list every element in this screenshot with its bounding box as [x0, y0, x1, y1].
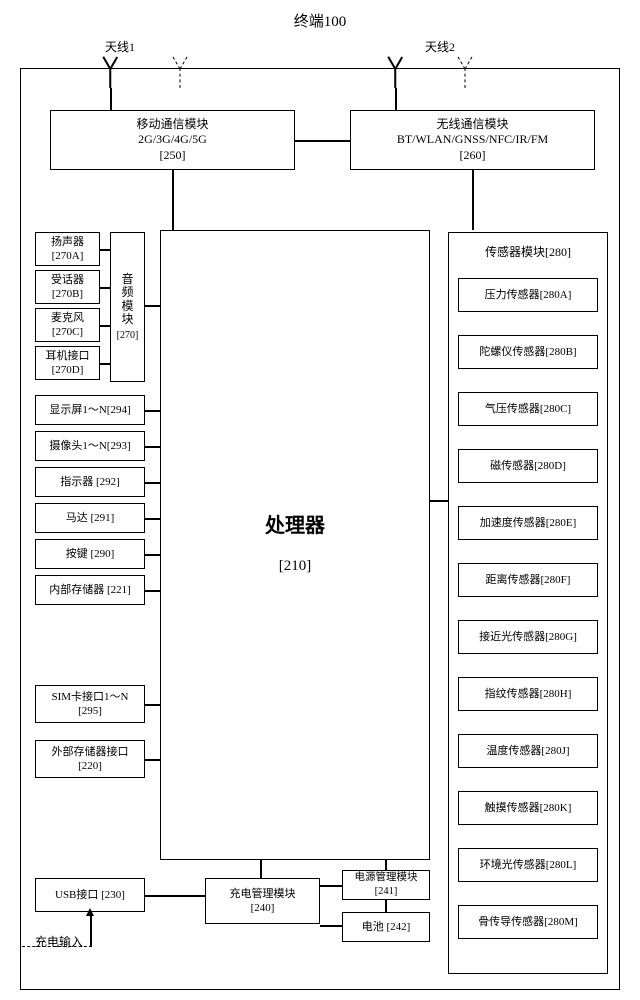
ext-storage-conn	[145, 759, 160, 761]
audio-item-ref: [270A]	[52, 249, 84, 263]
charge-to-battery	[320, 925, 342, 927]
audio-item-2: 麦克风[270C]	[35, 308, 100, 342]
charge-mgmt: 充电管理模块[240]	[205, 878, 320, 924]
audio-item-conn-0	[100, 249, 110, 251]
sensor-item-6: 接近光传感器[280G]	[458, 620, 598, 654]
left-module-1: 摄像头1～N[293]	[35, 431, 145, 461]
wireless-module-name: 无线通信模块	[436, 117, 508, 133]
sensor-item-7: 指纹传感器[280H]	[458, 677, 598, 711]
mobile-module-tech: 2G/3G/4G/5G	[138, 132, 207, 148]
terminal-title: 终端100	[0, 10, 640, 31]
sim-conn	[145, 704, 160, 706]
wireless-module-tech: BT/WLAN/GNSS/NFC/IR/FM	[397, 132, 548, 148]
ext-storage-name: 外部存储器接口	[52, 745, 129, 759]
left-module-2: 指示器 [292]	[35, 467, 145, 497]
left-conn-1	[145, 446, 160, 448]
audio-item-name: 麦克风	[51, 311, 84, 325]
sensor-item-3: 磁传感器[280D]	[458, 449, 598, 483]
audio-item-conn-3	[100, 363, 110, 365]
mobile-module-name: 移动通信模块	[136, 117, 208, 133]
antenna2-dashed	[455, 58, 475, 88]
left-conn-5	[145, 590, 160, 592]
antenna1-solid	[100, 58, 120, 88]
audio-item-1: 受话器[270B]	[35, 270, 100, 304]
ext-storage-ref: [220]	[78, 759, 102, 773]
audio-item-ref: [270C]	[52, 325, 83, 339]
charge-mgmt-name: 充电管理模块	[230, 887, 296, 901]
sensor-item-8: 温度传感器[280J]	[458, 734, 598, 768]
audio-module: 音 频 模 块 [270]	[110, 232, 145, 382]
usb-to-charge	[145, 895, 205, 897]
sim-interface: SIM卡接口1～N[295]	[35, 685, 145, 723]
ext-storage: 外部存储器接口[220]	[35, 740, 145, 778]
processor-name: 处理器	[265, 513, 325, 539]
charge-arrow-stem	[90, 914, 92, 946]
audio-item-conn-1	[100, 287, 110, 289]
antenna2-label: 天线2	[400, 38, 480, 55]
sensor-item-0: 压力传感器[280A]	[458, 278, 598, 312]
sensor-item-2: 气压传感器[280C]	[458, 392, 598, 426]
wireless-to-proc	[472, 170, 474, 230]
antenna2-solid	[385, 58, 405, 88]
sensor-item-5: 距离传感器[280F]	[458, 563, 598, 597]
charge-input-label: 充电输入	[24, 933, 94, 950]
sim-ref: [295]	[78, 704, 102, 718]
mobile-wireless-link	[295, 140, 350, 142]
left-module-5: 内部存储器 [221]	[35, 575, 145, 605]
left-conn-2	[145, 482, 160, 484]
processor: 处理器 [210]	[160, 230, 430, 860]
audio-item-ref: [270B]	[52, 287, 83, 301]
mobile-to-proc	[172, 170, 174, 230]
audio-item-name: 受话器	[51, 273, 84, 287]
mobile-module-ref: [250]	[160, 148, 186, 164]
power-to-battery	[385, 900, 387, 912]
antenna1-dashed	[170, 58, 190, 88]
charge-input-dash	[22, 946, 92, 947]
left-conn-0	[145, 410, 160, 412]
audio-module-ref: [270]	[117, 330, 139, 341]
sensor-item-9: 触摸传感器[280K]	[458, 791, 598, 825]
sensor-item-10: 环境光传感器[280L]	[458, 848, 598, 882]
sensor-item-4: 加速度传感器[280E]	[458, 506, 598, 540]
proc-to-charge	[260, 860, 262, 878]
wireless-module: 无线通信模块BT/WLAN/GNSS/NFC/IR/FM[260]	[350, 110, 595, 170]
antenna1-label: 天线1	[80, 38, 160, 55]
left-module-0: 显示屏1～N[294]	[35, 395, 145, 425]
proc-to-power	[385, 860, 387, 870]
charge-to-power	[320, 885, 342, 887]
left-conn-3	[145, 518, 160, 520]
audio-item-0: 扬声器[270A]	[35, 232, 100, 266]
audio-item-name: 耳机接口	[46, 349, 90, 363]
processor-ref: [210]	[279, 557, 312, 577]
mobile-module: 移动通信模块2G/3G/4G/5G[250]	[50, 110, 295, 170]
sim-name: SIM卡接口1～N	[51, 690, 128, 704]
audio-item-ref: [270D]	[52, 363, 84, 377]
audio-module-name: 音 频 模 块	[121, 273, 133, 326]
left-module-3: 马达 [291]	[35, 503, 145, 533]
audio-item-name: 扬声器	[51, 235, 84, 249]
ant2-line	[395, 88, 397, 110]
sensor-item-11: 骨传导传感器[280M]	[458, 905, 598, 939]
audio-to-proc	[145, 305, 160, 307]
sensor-item-1: 陀螺仪传感器[280B]	[458, 335, 598, 369]
proc-to-sensor	[430, 500, 448, 502]
power-mgmt: 电源管理模块[241]	[342, 870, 430, 900]
left-conn-4	[145, 554, 160, 556]
ant1-line	[110, 88, 112, 110]
audio-item-3: 耳机接口[270D]	[35, 346, 100, 380]
left-module-4: 按键 [290]	[35, 539, 145, 569]
charge-mgmt-ref: [240]	[251, 901, 275, 915]
wireless-module-ref: [260]	[460, 148, 486, 164]
audio-item-conn-2	[100, 325, 110, 327]
sensor-module-title: 传感器模块[280]	[485, 245, 571, 261]
usb-interface: USB接口 [230]	[35, 878, 145, 912]
battery: 电池 [242]	[342, 912, 430, 942]
